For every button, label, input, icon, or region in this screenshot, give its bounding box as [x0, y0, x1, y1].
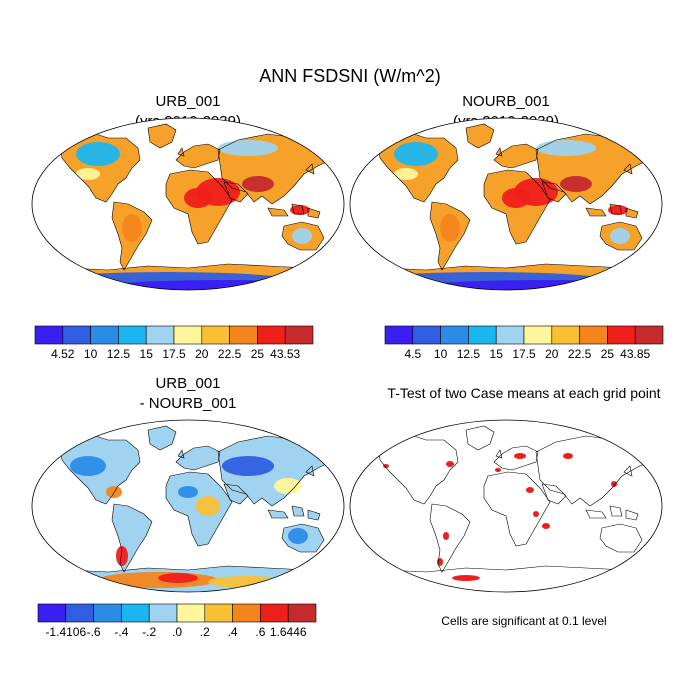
- map-border: [31, 117, 345, 291]
- colorbar-label: .2: [200, 625, 210, 639]
- colorbar-label: 25: [601, 347, 615, 361]
- colorbar-label: -1.4106: [45, 625, 86, 639]
- panel-title-line: - NOURB_001: [140, 395, 237, 412]
- colorbar-label: 10: [84, 347, 98, 361]
- colorbar-label: .4: [228, 625, 238, 639]
- colorbar-swatch: [607, 325, 636, 345]
- panel-title-line: NOURB_001: [462, 93, 550, 110]
- colorbar-nourb: 4.5 10 12.5 15 17.5 20 22.5 25 43.85: [384, 325, 664, 361]
- colorbar-label: 4.52: [51, 347, 75, 361]
- colorbar-swatch: [65, 603, 94, 623]
- colorbar-swatch: [121, 603, 150, 623]
- colorbar-swatch: [495, 325, 525, 345]
- colorbar-label: 12.5: [107, 347, 131, 361]
- map-ttest: [349, 419, 663, 593]
- colorbar-swatch: [284, 325, 314, 345]
- colorbar-swatch: [118, 325, 147, 345]
- colorbar-swatch: [145, 325, 175, 345]
- map-border: [349, 419, 663, 593]
- colorbar-swatch: [523, 325, 553, 345]
- map-border: [349, 117, 663, 291]
- map-nourb: [349, 117, 663, 291]
- map-diff: [31, 419, 345, 593]
- colorbar-label: 1.6446: [270, 625, 307, 639]
- map-panel-ttest: T-Test of two Case means at each grid po…: [349, 385, 663, 593]
- panel-title-line: URB_001: [155, 375, 220, 392]
- map-urb: [31, 117, 345, 291]
- colorbar-label: 17.5: [512, 347, 536, 361]
- colorbar-swatch: [412, 325, 441, 345]
- colorbar-label: 22.5: [218, 347, 242, 361]
- colorbar-swatch: [93, 603, 122, 623]
- colorbar-swatch: [257, 325, 286, 345]
- colorbar-label: 20: [545, 347, 559, 361]
- colorbar-label: 10: [434, 347, 448, 361]
- colorbar-label: -.2: [142, 625, 156, 639]
- colorbar-swatch: [148, 603, 178, 623]
- colorbar-swatch: [579, 325, 608, 345]
- figure-title: ANN FSDSNI (W/m^2): [259, 66, 440, 86]
- colorbar-swatch: [90, 325, 119, 345]
- colorbar-diff: -1.4106 -.6 -.4 -.2 .0 .2 .4 .6 1.6446: [37, 603, 317, 639]
- panel-title-line: URB_001: [155, 93, 220, 110]
- field-patches: [383, 453, 617, 581]
- colorbar-swatch: [229, 325, 258, 345]
- colorbar-label: -.6: [87, 625, 101, 639]
- map-panel-diff: URB_001 - NOURB_001: [31, 375, 345, 593]
- colorbar-label: 22.5: [568, 347, 592, 361]
- map-panel-nourb: NOURB_001(yrs 2010-2039): [349, 93, 663, 291]
- colorbar-label: 20: [195, 347, 209, 361]
- colorbar-label: 4.5: [404, 347, 421, 361]
- colorbar-label: 17.5: [162, 347, 186, 361]
- colorbar-swatch: [173, 325, 203, 345]
- map-border: [31, 419, 345, 593]
- colorbar-swatch: [34, 325, 64, 345]
- significance-note: Cells are significant at 0.1 level: [441, 614, 606, 628]
- colorbar-swatch: [634, 325, 664, 345]
- colorbar-swatch: [62, 325, 91, 345]
- colorbar-swatch: [440, 325, 469, 345]
- colorbar-label: 15: [140, 347, 154, 361]
- colorbar-swatch: [260, 603, 289, 623]
- colorbar-label: 43.53: [270, 347, 300, 361]
- colorbar-swatch: [287, 603, 317, 623]
- colorbar-label: 43.85: [620, 347, 650, 361]
- panel-title-line: T-Test of two Case means at each grid po…: [387, 385, 660, 401]
- colorbar-label: .0: [172, 625, 182, 639]
- colorbar-swatch: [204, 603, 233, 623]
- colorbar-swatch: [232, 603, 261, 623]
- colorbar-swatch: [201, 325, 230, 345]
- colorbar-label: 12.5: [457, 347, 481, 361]
- colorbar-label: 25: [251, 347, 265, 361]
- colorbar-label: -.4: [114, 625, 128, 639]
- colorbar-swatch: [37, 603, 67, 623]
- colorbar-label: 15: [490, 347, 504, 361]
- colorbar-swatch: [384, 325, 414, 345]
- map-panel-urb: URB_001(yrs 2010-2039): [31, 93, 345, 291]
- colorbar-swatch: [468, 325, 497, 345]
- colorbar-urb: 4.52 10 12.5 15 17.5 20 22.5 25 43.53: [34, 325, 314, 361]
- colorbar-swatch: [551, 325, 580, 345]
- colorbar-swatch: [176, 603, 206, 623]
- colorbar-label: .6: [255, 625, 265, 639]
